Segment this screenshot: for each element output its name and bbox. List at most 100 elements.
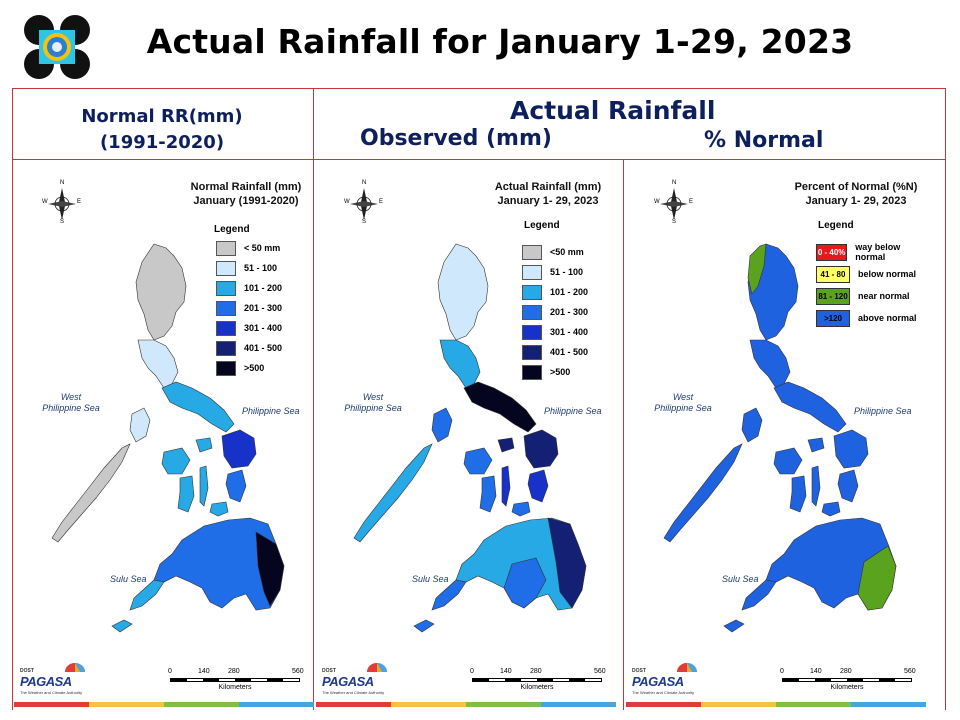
compass-n-label: N (362, 180, 367, 186)
color-stripe (316, 702, 391, 707)
compass-rose-icon: N S E W (42, 180, 82, 226)
island-samar (523, 429, 559, 469)
west-philippine-sea-label: West Philippine Sea (338, 392, 408, 414)
legend-swatch (522, 364, 542, 380)
island-bohol (209, 501, 229, 517)
legend-swatch (522, 284, 542, 300)
legend-item: 101 - 200 (522, 284, 588, 300)
scale-tick-label: 140 (500, 668, 512, 675)
pagasa-logo: PAGASA (632, 674, 684, 689)
legend-label: below normal (858, 269, 917, 279)
map-title-line1: Percent of Normal (%N) (794, 181, 918, 193)
actual-rainfall-heading: Actual Rainfall (510, 96, 716, 125)
island-luzonN (135, 243, 187, 341)
normal-heading: Normal RR(mm) (1991-2020) (14, 104, 310, 156)
color-stripe (89, 702, 164, 707)
compass-s-label: S (60, 219, 65, 225)
dost-logo (24, 15, 90, 79)
scale-tick-label: 140 (198, 668, 210, 675)
scale-tick-label: 0 (168, 668, 172, 675)
legend-swatch: 81 - 120 (816, 287, 850, 305)
legend-swatch (216, 280, 236, 296)
island-luzonS (773, 381, 847, 433)
legend-item: 41 - 80 below normal (816, 264, 916, 284)
legend-swatch (216, 260, 236, 276)
island-cebu (811, 465, 821, 507)
legend-swatch (216, 360, 236, 376)
scale-unit-label: Kilometers (830, 684, 864, 691)
legend-swatch (522, 244, 542, 260)
island-masbate (807, 437, 825, 453)
color-stripe (626, 702, 701, 707)
legend-swatch (216, 340, 236, 356)
west-sea-line2: Philippine Sea (654, 403, 712, 413)
legend-title: Legend (524, 220, 560, 231)
island-zambo (129, 579, 165, 611)
legend-item: 0 - 40% way below normal (816, 242, 926, 262)
region-high-rain (547, 517, 587, 609)
island-zambo (431, 579, 467, 611)
island-luzonC (439, 339, 481, 389)
scale-tick-label: 280 (530, 668, 542, 675)
west-sea-line2: Philippine Sea (344, 403, 402, 413)
legend-item: >120 above normal (816, 308, 917, 328)
map-title: Percent of Normal (%N) January 1- 29, 202… (786, 180, 926, 208)
sulu-sea-label: Sulu Sea (412, 574, 449, 584)
legend-item: 401 - 500 (522, 344, 588, 360)
legend-title: Legend (214, 224, 250, 235)
pagasa-logo-prefix: DOST (322, 668, 336, 674)
legend-swatch: 0 - 40% (816, 243, 848, 261)
compass-w-label: W (42, 199, 48, 205)
island-panay (773, 447, 803, 475)
legend-label: 401 - 500 (244, 343, 283, 353)
legend-label: 201 - 300 (244, 303, 283, 313)
island-palawan (663, 443, 743, 543)
compass-rose-icon: N S E W (344, 180, 384, 226)
normal-heading-line1: Normal RR(mm) (81, 106, 243, 127)
scale-bar (170, 678, 300, 682)
color-stripe (466, 702, 541, 707)
island-bohol (821, 501, 841, 517)
island-mindoro (129, 407, 151, 443)
compass-rose-icon: N S E W (654, 180, 694, 226)
pagasa-tagline: The Weather and Climate Authority (322, 690, 385, 695)
pagasa-logo-prefix: DOST (632, 668, 646, 674)
philippine-sea-label: Philippine Sea (544, 406, 602, 416)
island-samar (833, 429, 869, 469)
legend-label: < 50 mm (244, 243, 281, 253)
legend-item: 301 - 400 (216, 320, 282, 336)
region-near-normal (747, 243, 767, 295)
legend-label: 401 - 500 (550, 347, 589, 357)
scale-tick-label: 560 (904, 668, 916, 675)
map-title: Normal Rainfall (mm) January (1991-2020) (184, 180, 308, 208)
scale-tick-label: 140 (810, 668, 822, 675)
color-stripe (239, 702, 314, 707)
legend-label: near normal (858, 291, 910, 301)
legend-item: 101 - 200 (216, 280, 282, 296)
sulu-sea-label: Sulu Sea (722, 574, 759, 584)
region-moderate-rain (503, 557, 547, 609)
map-title: Actual Rainfall (mm) January 1- 29, 2023 (486, 180, 610, 208)
normal-heading-line2: (1991-2020) (99, 132, 225, 153)
compass-e-label: E (689, 199, 694, 205)
map-title-line2: January 1- 29, 2023 (805, 195, 907, 207)
compass-w-label: W (344, 199, 350, 205)
umbrella-icon (367, 663, 387, 672)
west-philippine-sea-label: West Philippine Sea (36, 392, 106, 414)
philippine-sea-label: Philippine Sea (242, 406, 300, 416)
island-mindoro (741, 407, 763, 443)
compass-s-label: S (672, 219, 677, 225)
pagasa-tagline: The Weather and Climate Authority (20, 690, 83, 695)
panel-border (12, 160, 13, 710)
region-near-normal (857, 545, 897, 611)
legend-label: <50 mm (550, 247, 584, 257)
legend-label: way below normal (855, 242, 901, 262)
pagasa-logo-prefix: DOST (20, 668, 34, 674)
color-stripe (391, 702, 466, 707)
philippines-map (51, 243, 285, 633)
legend-label: >500 (550, 367, 571, 377)
island-leyte (225, 469, 247, 503)
legend-swatch (216, 240, 236, 256)
legend-swatch (522, 304, 542, 320)
scale-tick-label: 560 (292, 668, 304, 675)
